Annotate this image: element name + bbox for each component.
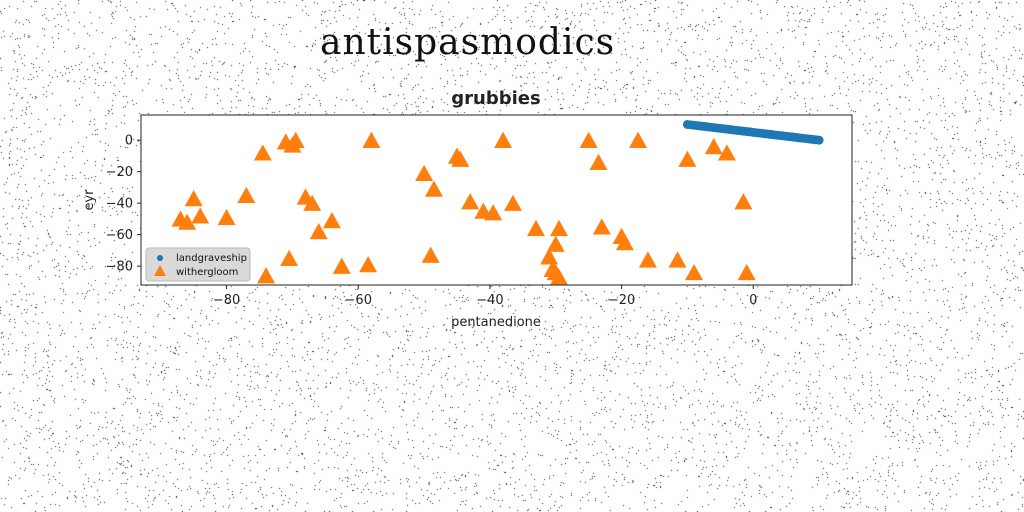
withergloom-point — [217, 208, 236, 226]
legend-marker-withergloom — [154, 265, 166, 276]
withergloom-point — [737, 263, 756, 281]
withergloom-point — [309, 223, 328, 240]
withergloom-point — [362, 131, 381, 148]
plot-frame — [140, 114, 853, 286]
withergloom-point — [589, 153, 608, 170]
withergloom-point — [257, 267, 276, 284]
withergloom-point — [237, 186, 256, 204]
y-tick-label: −60 — [106, 228, 133, 243]
withergloom-point — [451, 150, 470, 167]
x-tick-label: −40 — [476, 293, 503, 308]
legend-label-withergloom: withergloom — [176, 267, 238, 278]
legend-marker-landgraveship — [157, 255, 163, 261]
withergloom-point — [668, 251, 687, 268]
withergloom-point — [704, 138, 723, 155]
withergloom-point — [550, 219, 569, 237]
withergloom-point — [178, 213, 197, 230]
y-tick-label: 0 — [125, 134, 133, 149]
withergloom-point — [629, 131, 648, 148]
chart-title: grubbies — [451, 88, 540, 109]
legend-box — [145, 247, 251, 282]
withergloom-point — [332, 257, 351, 274]
landgraveship-point — [814, 135, 824, 145]
withergloom-point — [303, 194, 322, 211]
withergloom-point — [415, 164, 434, 182]
withergloom-point — [550, 268, 569, 285]
withergloom-point — [717, 144, 736, 161]
withergloom-point — [678, 150, 697, 167]
withergloom-point — [579, 131, 598, 148]
withergloom-point — [191, 207, 210, 224]
withergloom-point — [527, 219, 545, 237]
y-tick-label: −80 — [106, 260, 133, 275]
withergloom-point — [638, 251, 657, 268]
withergloom-point — [484, 204, 503, 221]
withergloom-point — [286, 131, 305, 148]
legend-label-landgraveship: landgraveship — [176, 253, 247, 264]
x-tick-label: −20 — [608, 293, 635, 308]
withergloom-point — [592, 218, 611, 235]
withergloom-point — [359, 256, 378, 273]
x-tick-label: −60 — [345, 293, 372, 308]
y-tick-label: −20 — [106, 165, 133, 180]
withergloom-point — [280, 249, 299, 267]
x-tick-label: 0 — [749, 293, 757, 308]
withergloom-point — [461, 193, 480, 210]
x-axis-label: pentanedione — [451, 315, 541, 330]
withergloom-point — [322, 212, 341, 229]
withergloom-point — [503, 194, 522, 211]
withergloom-point — [540, 248, 559, 265]
withergloom-point — [421, 246, 440, 263]
y-tick-label: −40 — [106, 197, 133, 212]
withergloom-point — [546, 235, 565, 252]
withergloom-point — [253, 144, 272, 161]
withergloom-point — [685, 263, 703, 281]
withergloom-point — [734, 193, 753, 210]
legend: landgraveship withergloom — [145, 247, 251, 282]
x-tick-label: −80 — [213, 293, 240, 308]
y-axis-label: eyr — [82, 189, 97, 211]
withergloom-point — [494, 131, 513, 148]
withergloom-point — [615, 234, 634, 251]
page-title: antispasmodics — [320, 22, 616, 63]
plot-area — [141, 115, 852, 285]
withergloom-point — [424, 180, 443, 197]
withergloom-point — [184, 190, 203, 207]
